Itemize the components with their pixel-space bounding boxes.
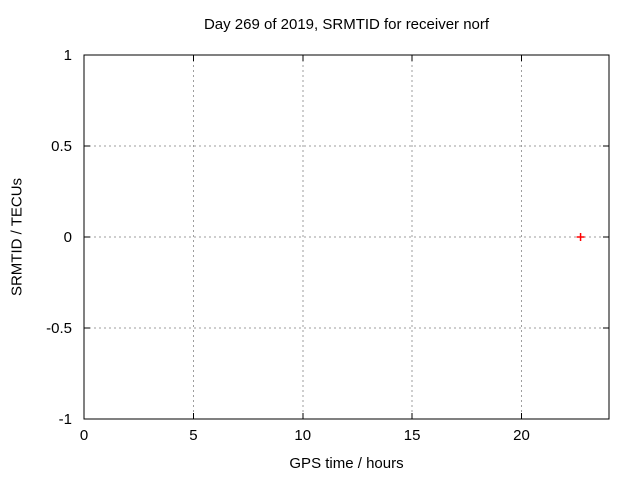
chart-title: Day 269 of 2019, SRMTID for receiver nor… xyxy=(203,16,490,33)
x-tick-label: 10 xyxy=(294,427,311,444)
y-tick-label: 0 xyxy=(64,229,72,246)
x-tick-label: 0 xyxy=(80,427,88,444)
x-tick-label: 15 xyxy=(404,427,421,444)
y-tick-label: 0.5 xyxy=(51,138,72,155)
y-tick-label: -0.5 xyxy=(46,320,72,337)
y-tick-label: -1 xyxy=(59,411,72,428)
x-tick-label: 20 xyxy=(513,427,530,444)
x-axis-label: GPS time / hours xyxy=(289,455,404,472)
y-tick-label: 1 xyxy=(64,47,72,64)
x-tick-label: 5 xyxy=(189,427,197,444)
